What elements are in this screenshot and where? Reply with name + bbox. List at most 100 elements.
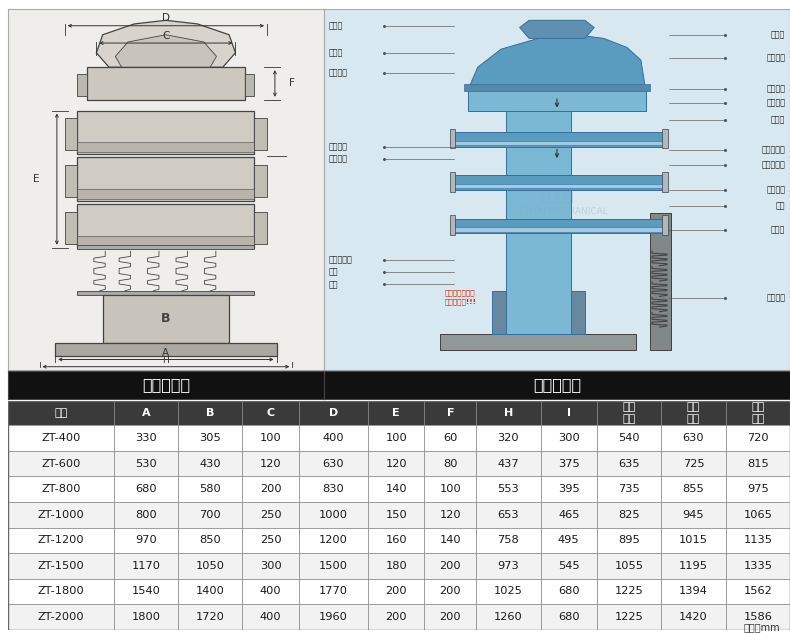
- Text: ZT-1800: ZT-1800: [37, 587, 85, 596]
- Bar: [299, 451, 368, 477]
- Text: 1225: 1225: [615, 587, 644, 596]
- Text: 530: 530: [135, 459, 157, 468]
- Text: 120: 120: [260, 459, 281, 468]
- Text: 735: 735: [619, 484, 640, 494]
- Text: 1960: 1960: [319, 612, 348, 622]
- Text: 430: 430: [200, 459, 221, 468]
- Bar: [178, 425, 243, 451]
- Text: D: D: [329, 408, 338, 418]
- Bar: [540, 425, 597, 451]
- Text: 1720: 1720: [196, 612, 224, 622]
- Text: 200: 200: [439, 612, 461, 622]
- Bar: [661, 477, 726, 502]
- Bar: [178, 401, 243, 425]
- Bar: [299, 553, 368, 579]
- Text: 1000: 1000: [319, 510, 348, 520]
- Bar: [597, 553, 661, 579]
- Text: A: A: [141, 408, 150, 418]
- Text: A: A: [162, 348, 170, 358]
- Text: 720: 720: [747, 433, 769, 443]
- Bar: [424, 502, 476, 527]
- Text: 一层
高度: 一层 高度: [623, 402, 636, 424]
- Bar: [8, 553, 114, 579]
- Bar: [476, 477, 540, 502]
- Text: 1394: 1394: [679, 587, 708, 596]
- Bar: [299, 477, 368, 502]
- Text: 895: 895: [619, 536, 640, 546]
- Text: 中部框架: 中部框架: [329, 142, 348, 151]
- Bar: [661, 401, 726, 425]
- Text: 437: 437: [498, 459, 519, 468]
- Bar: [424, 527, 476, 553]
- Text: ZT-600: ZT-600: [41, 459, 81, 468]
- Text: 200: 200: [386, 612, 407, 622]
- Text: 试机时去掉!!!: 试机时去掉!!!: [445, 298, 477, 305]
- Bar: [243, 502, 299, 527]
- Bar: [597, 425, 661, 451]
- Bar: [661, 579, 726, 605]
- Bar: [178, 502, 243, 527]
- Bar: [476, 451, 540, 477]
- Bar: [299, 527, 368, 553]
- Text: 橡胶球: 橡胶球: [771, 115, 785, 124]
- Bar: [540, 401, 597, 425]
- Bar: [114, 553, 178, 579]
- Bar: [650, 213, 672, 351]
- Bar: [424, 451, 476, 477]
- Text: 球形清洗板: 球形清洗板: [762, 146, 785, 154]
- Bar: [77, 111, 254, 154]
- Bar: [8, 451, 114, 477]
- Bar: [245, 75, 254, 96]
- Polygon shape: [115, 35, 216, 67]
- Bar: [254, 211, 267, 244]
- Text: 300: 300: [260, 561, 281, 571]
- Text: H: H: [504, 408, 513, 418]
- Bar: [726, 605, 790, 630]
- Text: 小尺寸排料: 小尺寸排料: [329, 256, 352, 265]
- Bar: [476, 553, 540, 579]
- Text: 底部框架: 底部框架: [329, 154, 348, 164]
- Text: 653: 653: [498, 510, 519, 520]
- Bar: [114, 605, 178, 630]
- Bar: [299, 605, 368, 630]
- Bar: [450, 215, 455, 235]
- Text: 60: 60: [443, 433, 457, 443]
- Bar: [114, 425, 178, 451]
- Bar: [114, 579, 178, 605]
- Bar: [424, 401, 476, 425]
- Bar: [114, 527, 178, 553]
- Bar: [661, 425, 726, 451]
- Bar: [661, 553, 726, 579]
- Text: 140: 140: [439, 536, 461, 546]
- Text: 850: 850: [199, 536, 221, 546]
- Text: ZT-1200: ZT-1200: [38, 536, 85, 546]
- Bar: [254, 165, 267, 197]
- Bar: [597, 579, 661, 605]
- Bar: [368, 527, 424, 553]
- Text: 150: 150: [386, 510, 407, 520]
- Bar: [726, 502, 790, 527]
- Bar: [597, 401, 661, 425]
- Bar: [424, 579, 476, 605]
- Bar: [441, 334, 636, 351]
- Text: ZT-400: ZT-400: [41, 433, 81, 443]
- Text: 振泰机械: 振泰机械: [540, 190, 574, 204]
- Text: 635: 635: [619, 459, 640, 468]
- Text: 1420: 1420: [679, 612, 708, 622]
- Text: 140: 140: [386, 484, 407, 494]
- Text: 630: 630: [683, 433, 705, 443]
- Bar: [299, 425, 368, 451]
- Text: 1135: 1135: [743, 536, 773, 546]
- Bar: [454, 184, 664, 189]
- Text: 辅助筛网: 辅助筛网: [766, 54, 785, 63]
- Bar: [178, 451, 243, 477]
- Polygon shape: [520, 20, 594, 39]
- Text: 辅助筛网: 辅助筛网: [766, 84, 785, 94]
- Text: 320: 320: [498, 433, 519, 443]
- Bar: [540, 451, 597, 477]
- Bar: [77, 158, 254, 201]
- Bar: [55, 343, 276, 356]
- Text: 上部重锤: 上部重锤: [766, 185, 785, 194]
- Bar: [464, 84, 650, 91]
- Text: 运输用固定螺检: 运输用固定螺检: [445, 289, 476, 296]
